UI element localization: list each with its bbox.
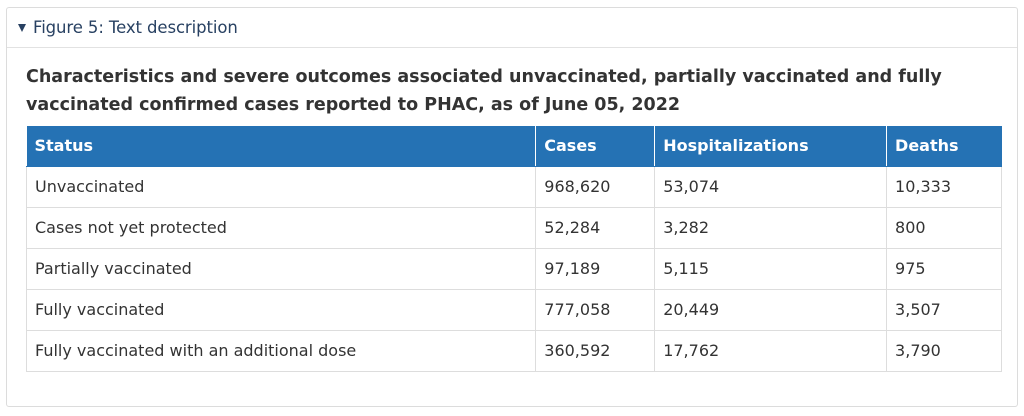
- cell-hospitalizations: 5,115: [654, 247, 888, 290]
- cell-status: Unvaccinated: [25, 165, 537, 208]
- cell-hospitalizations: 17,762: [654, 329, 888, 372]
- cell-deaths: 800: [886, 206, 1002, 249]
- cell-cases: 360,592: [535, 329, 656, 372]
- table-row: Partially vaccinated 97,189 5,115 975: [25, 247, 1002, 290]
- cell-deaths: 3,507: [886, 288, 1002, 331]
- table-row: Fully vaccinated 777,058 20,449 3,507: [25, 288, 1002, 331]
- cell-cases: 968,620: [535, 165, 656, 208]
- column-header-hospitalizations: Hospitalizations: [654, 126, 888, 167]
- table-row: Unvaccinated 968,620 53,074 10,333: [25, 165, 1002, 208]
- cell-hospitalizations: 20,449: [654, 288, 888, 331]
- column-header-cases: Cases: [535, 126, 656, 167]
- table-caption: Characteristics and severe outcomes asso…: [26, 67, 942, 115]
- cell-deaths: 975: [886, 247, 1002, 290]
- data-table: Status Cases Hospitalizations Deaths Unv…: [25, 126, 1002, 372]
- cell-hospitalizations: 53,074: [654, 165, 888, 208]
- details-summary-toggle[interactable]: Figure 5: Text description: [7, 8, 1017, 48]
- column-header-status: Status: [26, 126, 537, 167]
- details-panel: Figure 5: Text description Characteristi…: [6, 7, 1018, 407]
- table-row: Cases not yet protected 52,284 3,282 800: [25, 206, 1002, 249]
- cell-cases: 97,189: [535, 247, 656, 290]
- cell-status: Cases not yet protected: [25, 206, 537, 249]
- table-row: Fully vaccinated with an additional dose…: [25, 329, 1002, 372]
- summary-label: Figure 5: Text description: [33, 18, 238, 37]
- column-header-deaths: Deaths: [886, 126, 1002, 167]
- caret-down-icon: [18, 24, 26, 32]
- cell-status: Fully vaccinated with an additional dose: [25, 329, 537, 372]
- cell-status: Fully vaccinated: [25, 288, 537, 331]
- cell-status: Partially vaccinated: [25, 247, 537, 290]
- cell-deaths: 3,790: [886, 329, 1002, 372]
- cell-hospitalizations: 3,282: [654, 206, 888, 249]
- cell-cases: 52,284: [535, 206, 656, 249]
- table-header-row: Status Cases Hospitalizations Deaths: [26, 126, 1002, 167]
- cell-deaths: 10,333: [886, 165, 1002, 208]
- cell-cases: 777,058: [535, 288, 656, 331]
